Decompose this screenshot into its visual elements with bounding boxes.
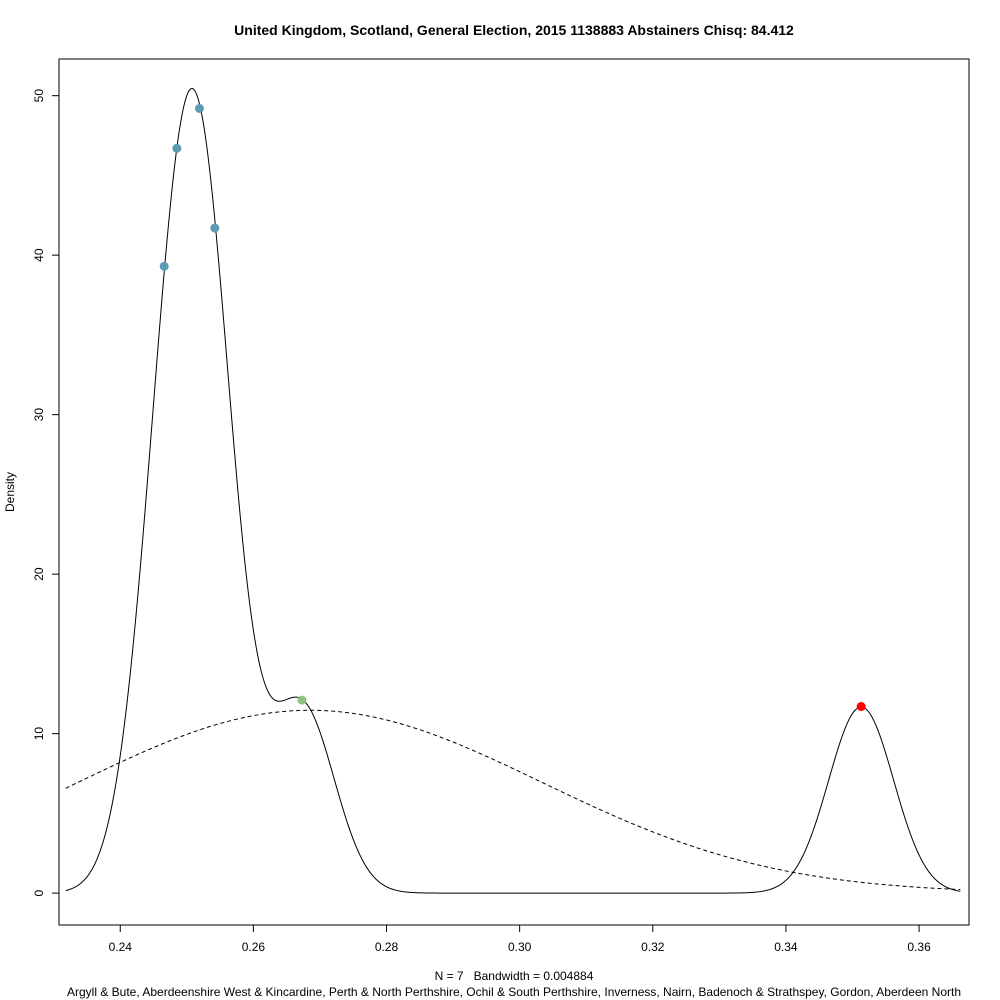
- data-point: [159, 261, 169, 271]
- observation-points: [159, 103, 866, 712]
- y-axis-label: Density: [3, 472, 17, 512]
- y-tick-label: 30: [32, 408, 46, 422]
- subtitle-constituencies: Argyll & Bute, Aberdeenshire West & Kinc…: [67, 985, 961, 999]
- x-axis: 0.24 0.26 0.28 0.30 0.32 0.34 0.36: [109, 924, 931, 954]
- x-axis-label: N = 7 Bandwidth = 0.004884: [435, 969, 594, 983]
- y-tick-label: 10: [32, 727, 46, 741]
- x-tick-label: 0.32: [641, 940, 665, 954]
- x-tick-label: 0.30: [508, 940, 532, 954]
- data-point: [856, 702, 866, 712]
- y-tick-label: 20: [32, 567, 46, 581]
- x-tick-label: 0.26: [242, 940, 266, 954]
- data-point: [172, 143, 182, 153]
- kde-density-curve: [65, 87, 961, 894]
- x-tick-label: 0.24: [109, 940, 133, 954]
- chart-title: United Kingdom, Scotland, General Electi…: [234, 22, 794, 38]
- y-axis: 0 10 20 30 40 50: [32, 89, 60, 896]
- data-point: [194, 103, 204, 113]
- normal-fit-curve: [65, 709, 961, 891]
- x-tick-label: 0.34: [774, 940, 798, 954]
- data-point: [297, 695, 307, 705]
- y-tick-label: 0: [32, 889, 46, 896]
- x-tick-label: 0.28: [375, 940, 399, 954]
- x-tick-label: 0.36: [907, 940, 931, 954]
- data-point: [210, 223, 220, 233]
- y-tick-label: 40: [32, 248, 46, 262]
- plot-area-box: [58, 58, 970, 926]
- y-tick-label: 50: [32, 89, 46, 103]
